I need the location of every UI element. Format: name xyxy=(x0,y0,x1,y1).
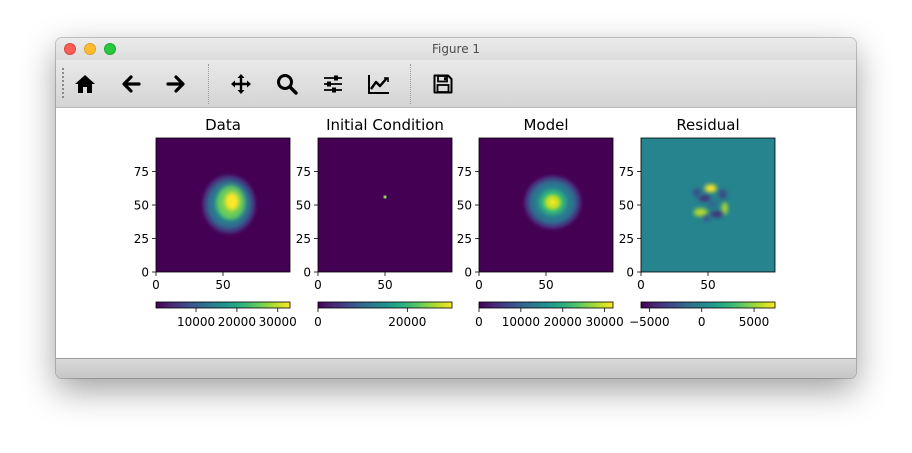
y-tick-label: 25 xyxy=(619,232,634,246)
y-tick-label: 25 xyxy=(457,232,472,246)
save-button[interactable] xyxy=(429,70,457,98)
y-tick-label: 50 xyxy=(296,199,311,213)
subplot-title: Initial Condition xyxy=(326,116,444,134)
heatmap-image xyxy=(383,195,387,199)
x-tick-label: 0 xyxy=(475,278,483,292)
residual-feature xyxy=(693,208,708,217)
window-title: Figure 1 xyxy=(431,42,481,56)
colorbar-tick-label: 30000 xyxy=(586,315,624,329)
y-tick-label: 0 xyxy=(141,266,149,280)
subplot-1: Data 0 50 0 25 50 75 10000 20000 30000 xyxy=(134,116,297,329)
home-icon xyxy=(75,75,95,93)
residual-feature xyxy=(703,215,710,222)
y-tick-label: 75 xyxy=(134,165,149,179)
y-tick-label: 0 xyxy=(464,266,472,280)
navigation-toolbar xyxy=(56,60,856,108)
x-tick-label: 0 xyxy=(152,278,160,292)
residual-feature xyxy=(710,211,723,218)
save-icon xyxy=(433,74,453,94)
colorbar-tick-label: 0 xyxy=(698,315,706,329)
residual-feature xyxy=(718,189,727,200)
colorbar xyxy=(318,302,452,308)
colorbar xyxy=(479,302,613,308)
residual-feature xyxy=(704,184,717,193)
colorbar-frame xyxy=(640,301,776,309)
colorbar-tick-label: 10000 xyxy=(502,315,540,329)
close-window-button[interactable] xyxy=(64,43,76,55)
colorbar-tick-label: −5000 xyxy=(629,315,670,329)
y-tick-label: 75 xyxy=(296,165,311,179)
minimize-window-button[interactable] xyxy=(84,43,96,55)
back-button[interactable] xyxy=(117,70,145,98)
y-tick-label: 25 xyxy=(134,232,149,246)
heatmap-peak xyxy=(225,192,240,211)
heatmap-image xyxy=(520,172,585,233)
colorbar-frame xyxy=(155,301,291,309)
residual-feature xyxy=(698,195,711,202)
y-tick-label: 50 xyxy=(619,199,634,213)
y-tick-label: 50 xyxy=(134,199,149,213)
colorbar-tick-label: 20000 xyxy=(544,315,582,329)
colorbar-tick-label: 20000 xyxy=(218,315,256,329)
title-bar: Figure 1 xyxy=(56,38,856,60)
zoom-icon xyxy=(277,74,298,95)
colorbar-tick-label: 0 xyxy=(314,315,322,329)
home-button[interactable] xyxy=(71,70,99,98)
heatmap-image xyxy=(199,171,260,238)
subplot-title: Model xyxy=(523,116,568,134)
colorbar-tick-label: 20000 xyxy=(388,315,426,329)
colorbar-tick-label: 5000 xyxy=(739,315,770,329)
subplot-2: Initial Condition 0 50 0 25 50 75 0 20000 xyxy=(296,116,453,329)
figure-canvas[interactable]: Data 0 50 0 25 50 75 10000 20000 30000 Initial Con… xyxy=(56,108,856,358)
x-tick-label: 50 xyxy=(377,278,392,292)
initial-point-peak xyxy=(384,196,386,198)
toolbar-separator xyxy=(208,64,209,104)
y-tick-label: 0 xyxy=(626,266,634,280)
residual-feature xyxy=(721,202,728,215)
y-tick-label: 25 xyxy=(296,232,311,246)
pan-icon xyxy=(231,74,251,94)
configure-subplots-icon xyxy=(324,75,342,93)
forward-icon xyxy=(166,75,185,93)
x-tick-label: 0 xyxy=(637,278,645,292)
subplot-3: Model 0 50 0 25 50 75 0 10000 20000 30000 xyxy=(457,116,624,329)
configure-subplots-button[interactable] xyxy=(319,70,347,98)
colorbar-tick-label: 30000 xyxy=(259,315,297,329)
y-tick-label: 75 xyxy=(457,165,472,179)
heatmap-blob xyxy=(520,172,585,233)
colorbar xyxy=(641,302,775,308)
x-tick-label: 0 xyxy=(314,278,322,292)
edit-axis-button[interactable] xyxy=(365,70,393,98)
edit-axis-icon xyxy=(368,75,389,94)
y-tick-label: 0 xyxy=(303,266,311,280)
toolbar-grip[interactable] xyxy=(62,68,64,100)
colorbar-tick-label: 10000 xyxy=(177,315,215,329)
colorbar-tick-label: 0 xyxy=(475,315,483,329)
subplot-title: Residual xyxy=(676,116,739,134)
toolbar-separator xyxy=(410,64,411,104)
colorbar-frame xyxy=(317,301,453,309)
forward-button[interactable] xyxy=(162,70,190,98)
pan-button[interactable] xyxy=(227,70,255,98)
zoom-window-button[interactable] xyxy=(104,43,116,55)
colorbar-frame xyxy=(478,301,614,309)
status-bar xyxy=(56,358,856,378)
colorbar xyxy=(156,302,290,308)
residual-feature xyxy=(707,200,718,209)
x-tick-label: 50 xyxy=(538,278,553,292)
x-tick-label: 50 xyxy=(215,278,230,292)
y-tick-label: 75 xyxy=(619,165,634,179)
heatmap-image xyxy=(692,184,728,222)
heatmap-background xyxy=(318,138,452,272)
subplot-title: Data xyxy=(205,116,241,134)
back-icon xyxy=(122,75,141,93)
x-tick-label: 50 xyxy=(700,278,715,292)
y-tick-label: 50 xyxy=(457,199,472,213)
figure-window: Figure 1 xyxy=(56,38,856,378)
residual-feature xyxy=(692,188,701,197)
subplot-4: Residual 0 50 0 25 50 75 −5000 0 5000 xyxy=(619,116,776,329)
zoom-button[interactable] xyxy=(273,70,301,98)
